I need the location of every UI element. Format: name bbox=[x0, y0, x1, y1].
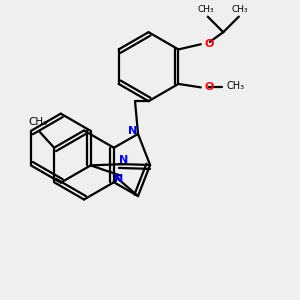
Text: O: O bbox=[204, 39, 214, 49]
Text: CH₃: CH₃ bbox=[227, 81, 245, 91]
Text: CH₃: CH₃ bbox=[198, 5, 214, 14]
Text: N: N bbox=[128, 126, 137, 136]
Text: CH₃: CH₃ bbox=[232, 5, 249, 14]
Text: O: O bbox=[204, 82, 214, 92]
Text: N: N bbox=[114, 174, 124, 184]
Text: CH₃: CH₃ bbox=[28, 117, 47, 127]
Text: N: N bbox=[119, 155, 128, 165]
